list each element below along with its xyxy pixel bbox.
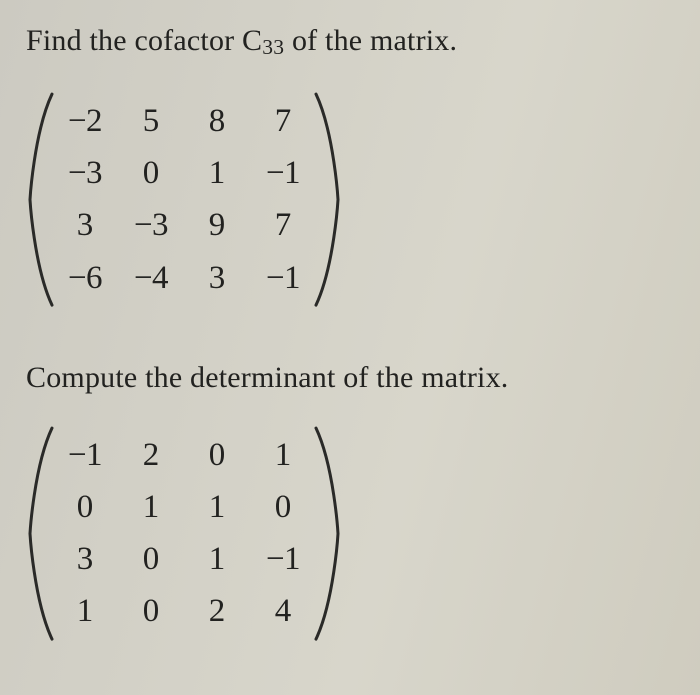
problem2-text: Compute the determinant of the matrix. bbox=[26, 359, 674, 397]
matrix-cell: 0 bbox=[52, 481, 118, 533]
matrix-cell: 8 bbox=[184, 95, 250, 147]
matrix-cell: 2 bbox=[118, 429, 184, 481]
matrix-cell: 1 bbox=[118, 481, 184, 533]
matrix-cell: −6 bbox=[52, 252, 118, 304]
matrix-cell: −4 bbox=[118, 252, 184, 304]
matrix-cell: −3 bbox=[52, 147, 118, 199]
problem1-text: Find the cofactor C33 of the matrix. bbox=[26, 22, 674, 61]
problem1-post: of the matrix. bbox=[284, 24, 457, 57]
matrix-cell: 2 bbox=[184, 585, 250, 637]
matrix-cell: 1 bbox=[184, 147, 250, 199]
matrix-cell: −3 bbox=[118, 199, 184, 251]
matrix-cell: 0 bbox=[118, 147, 184, 199]
left-paren-icon bbox=[24, 91, 58, 308]
table-row: 0 1 1 0 bbox=[52, 481, 316, 533]
problem1-pre: Find the cofactor C bbox=[26, 24, 262, 57]
left-paren-icon bbox=[24, 425, 58, 642]
matrix-cell: −1 bbox=[250, 252, 316, 304]
table-row: 3 −3 9 7 bbox=[52, 199, 316, 251]
matrix-cell: 0 bbox=[118, 533, 184, 585]
matrix-cell: 1 bbox=[184, 533, 250, 585]
matrix-cell: −2 bbox=[52, 95, 118, 147]
matrix-2-table: −1 2 0 1 0 1 1 0 3 0 1 −1 1 0 2 4 bbox=[52, 429, 316, 638]
table-row: −1 2 0 1 bbox=[52, 429, 316, 481]
matrix-cell: 3 bbox=[52, 533, 118, 585]
matrix-cell: 4 bbox=[250, 585, 316, 637]
matrix-cell: 7 bbox=[250, 95, 316, 147]
matrix-cell: 0 bbox=[250, 481, 316, 533]
matrix-cell: −1 bbox=[250, 147, 316, 199]
matrix-cell: −1 bbox=[52, 429, 118, 481]
matrix-cell: 3 bbox=[184, 252, 250, 304]
matrix-cell: 0 bbox=[184, 429, 250, 481]
matrix-cell: 5 bbox=[118, 95, 184, 147]
matrix-cell: 9 bbox=[184, 199, 250, 251]
problem1-subscript: 33 bbox=[262, 35, 284, 59]
table-row: 1 0 2 4 bbox=[52, 585, 316, 637]
table-row: 3 0 1 −1 bbox=[52, 533, 316, 585]
matrix-cell: 3 bbox=[52, 199, 118, 251]
right-paren-icon bbox=[310, 425, 344, 642]
matrix-cell: 1 bbox=[52, 585, 118, 637]
matrix-cell: 7 bbox=[250, 199, 316, 251]
table-row: −6 −4 3 −1 bbox=[52, 252, 316, 304]
right-paren-icon bbox=[310, 91, 344, 308]
matrix-cell: 1 bbox=[184, 481, 250, 533]
matrix-2: −1 2 0 1 0 1 1 0 3 0 1 −1 1 0 2 4 bbox=[30, 425, 338, 642]
table-row: −3 0 1 −1 bbox=[52, 147, 316, 199]
matrix-1: −2 5 8 7 −3 0 1 −1 3 −3 9 7 −6 −4 3 −1 bbox=[30, 91, 338, 308]
matrix-1-table: −2 5 8 7 −3 0 1 −1 3 −3 9 7 −6 −4 3 −1 bbox=[52, 95, 316, 304]
table-row: −2 5 8 7 bbox=[52, 95, 316, 147]
matrix-cell: 0 bbox=[118, 585, 184, 637]
matrix-cell: 1 bbox=[250, 429, 316, 481]
matrix-cell: −1 bbox=[250, 533, 316, 585]
